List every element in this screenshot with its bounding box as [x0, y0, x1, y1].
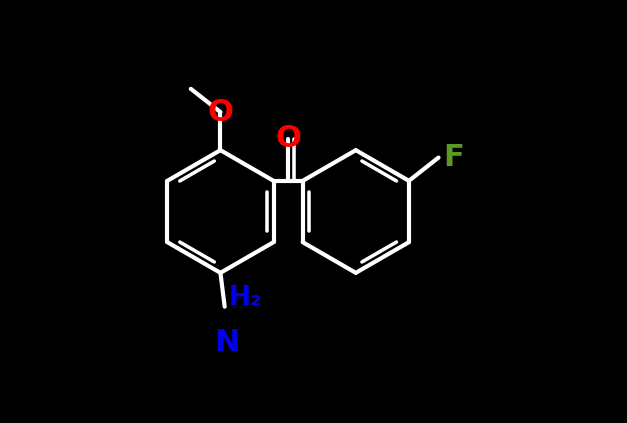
Text: O: O	[208, 98, 233, 126]
Text: F: F	[443, 143, 463, 172]
Text: N: N	[214, 328, 240, 357]
Text: H₂: H₂	[229, 285, 263, 311]
Text: O: O	[275, 124, 301, 153]
